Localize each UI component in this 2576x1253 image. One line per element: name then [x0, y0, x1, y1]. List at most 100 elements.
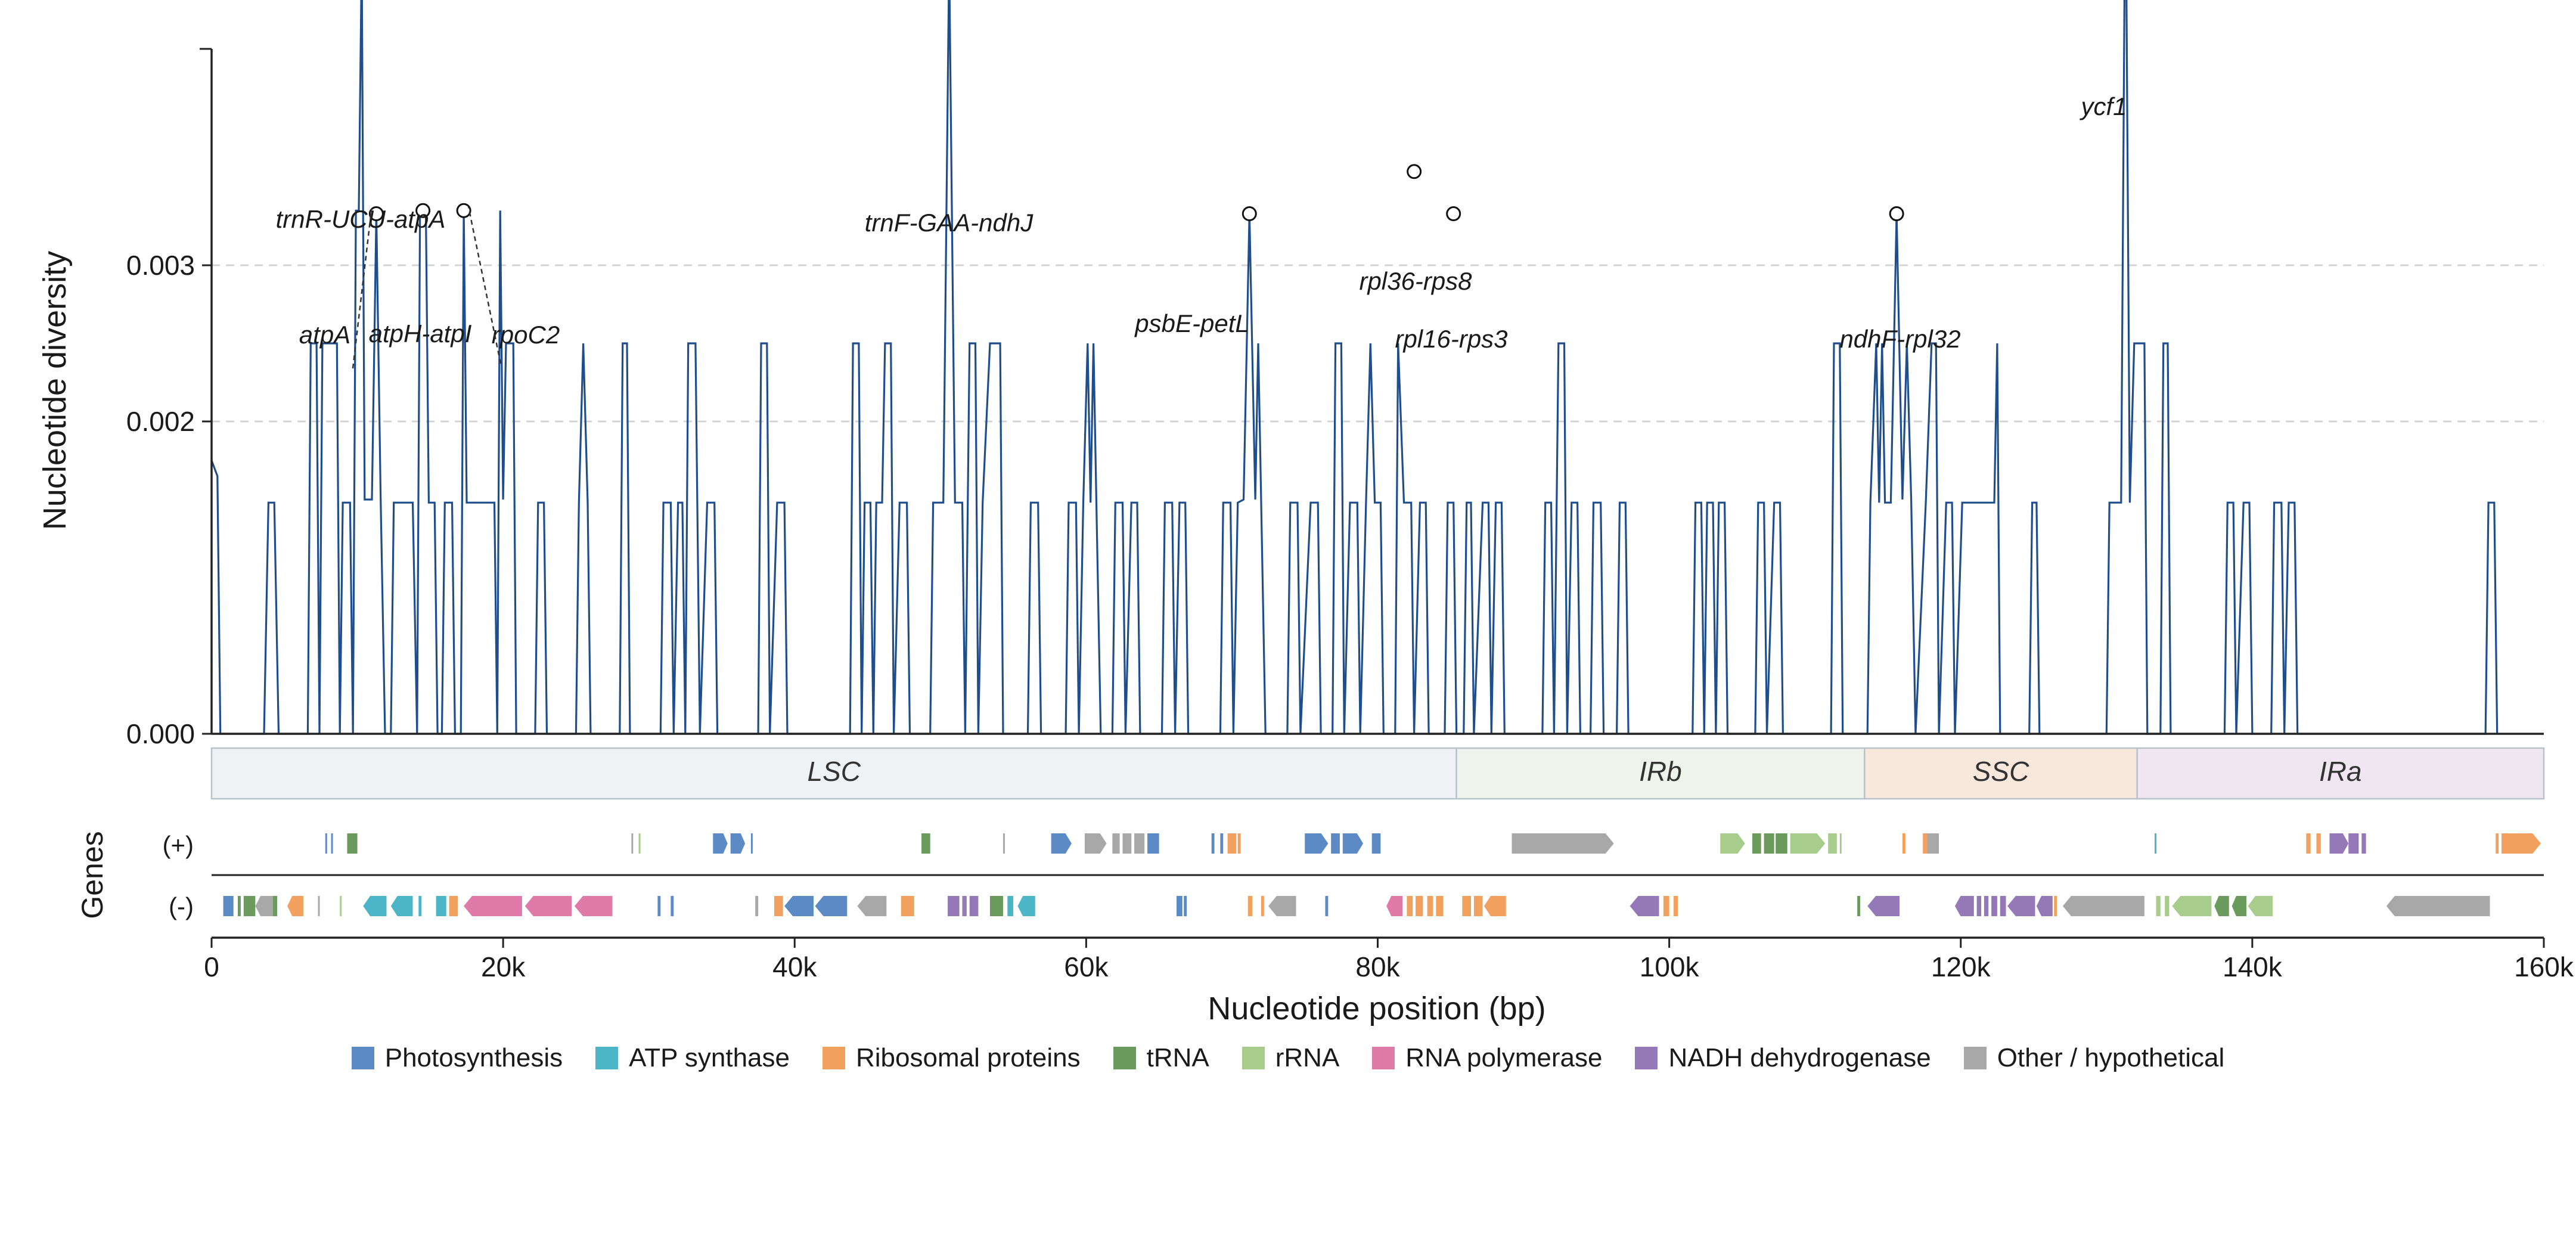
legend-item: rRNA	[1242, 1043, 1340, 1073]
gene-block	[2000, 896, 2006, 916]
gene-arrow	[1305, 833, 1329, 854]
legend-item: NADH dehydrogenase	[1635, 1043, 1931, 1073]
legend-item: Photosynthesis	[351, 1043, 563, 1073]
y-tick-label: 0.003	[126, 250, 195, 281]
gene-block	[1927, 833, 1939, 854]
gene-block	[1247, 896, 1253, 916]
gene-block	[2054, 896, 2057, 916]
peak-label: psbE-petL	[1134, 309, 1249, 337]
gene-arrow	[2214, 896, 2229, 916]
gene-block	[1839, 833, 1842, 854]
gene-block	[1237, 833, 1241, 854]
gridlines	[212, 264, 2544, 423]
legend-label: ATP synthase	[629, 1043, 790, 1072]
gene-arrow	[363, 896, 387, 916]
gene-block	[272, 896, 278, 916]
peak-markers	[368, 164, 1904, 222]
gene-arrow	[784, 896, 814, 916]
legend-swatch	[1635, 1047, 1658, 1069]
peak-label: rpl36-rps8	[1359, 267, 1472, 295]
gene-arrow	[2501, 833, 2541, 854]
gene-arrow	[2036, 896, 2053, 916]
gene-arrow	[2232, 896, 2247, 916]
gene-track: (+) (-)	[163, 831, 2544, 920]
legend: Photosynthesis ATP synthase Ribosomal prot…	[0, 1031, 2576, 1085]
region-label: IRb	[1639, 756, 1682, 787]
region-label: LSC	[808, 756, 861, 787]
gene-block	[1473, 896, 1483, 916]
genes-track-label: Genes	[76, 831, 109, 919]
peak-label: atpH-atpI	[369, 320, 472, 348]
gene-block	[2361, 833, 2366, 854]
x-tick-label: 80k	[1355, 951, 1400, 982]
x-tick-label: 160k	[2514, 951, 2574, 982]
legend-item: Ribosomal proteins	[822, 1043, 1081, 1073]
peak-label: rpl16-rps3	[1395, 325, 1507, 353]
peak-marker	[456, 203, 471, 218]
gene-block	[340, 896, 342, 916]
gene-block	[989, 896, 1003, 916]
x-tick-label: 100k	[1640, 951, 1700, 982]
region-box	[2136, 747, 2545, 800]
gene-block	[1857, 896, 1861, 916]
gene-arrow	[1051, 833, 1072, 854]
gene-block	[2155, 833, 2157, 854]
gene-block	[755, 896, 759, 916]
gene-arrow	[1268, 896, 1296, 916]
x-tick-label: 60k	[1064, 951, 1109, 982]
x-tick-label: 120k	[1931, 951, 1991, 982]
gene-block	[318, 896, 320, 916]
gene-block	[1828, 833, 1837, 854]
legend-label: rRNA	[1275, 1043, 1340, 1072]
gene-block	[631, 833, 634, 854]
gene-block	[1003, 833, 1005, 854]
gene-block	[1177, 896, 1183, 916]
y-axis-label: Nucleotide diversity	[37, 251, 73, 530]
legend-label: Ribosomal proteins	[855, 1043, 1081, 1072]
gene-block	[1673, 896, 1678, 916]
legend-item: Other / hypothetical	[1963, 1043, 2224, 1073]
peak-marker	[1446, 206, 1461, 222]
diversity-series-line	[210, 0, 2499, 735]
diversity-line	[210, 0, 2499, 735]
gene-arrow	[730, 833, 746, 854]
gene-block	[325, 833, 327, 854]
plus-strand-label: (+)	[163, 831, 194, 859]
legend-label: NADH dehydrogenase	[1668, 1043, 1931, 1072]
peak-marker	[415, 203, 431, 218]
gene-arrow	[1484, 896, 1506, 916]
x-tick-label: 140k	[2223, 951, 2283, 982]
y-tick-label: 0.002	[126, 406, 195, 437]
gene-arrow	[713, 833, 728, 854]
gene-block	[2306, 833, 2311, 854]
gene-block	[1325, 896, 1329, 916]
legend-label: RNA polymerase	[1405, 1043, 1603, 1072]
y-tick-label: 0.000	[126, 718, 195, 749]
gene-arrow	[2329, 833, 2349, 854]
x-tick-label: 0	[204, 951, 219, 982]
gene-arrow	[1790, 833, 1826, 854]
gene-arrow	[2386, 896, 2490, 916]
peak-marker	[1407, 164, 1422, 179]
gene-block	[1902, 833, 1905, 854]
gene-block	[1663, 896, 1669, 916]
region-box	[210, 747, 1457, 800]
peak-marker	[1889, 206, 1904, 222]
gene-block	[2165, 896, 2170, 916]
gene-block	[2156, 896, 2161, 916]
region-track: LSC IRb SSC IRa	[210, 747, 2545, 800]
gene-block	[1436, 896, 1444, 916]
gene-arrow	[2007, 896, 2035, 916]
gene-block	[1416, 896, 1423, 916]
legend-label: tRNA	[1146, 1043, 1209, 1072]
gene-block	[1427, 896, 1433, 916]
gene-arrow	[255, 896, 273, 916]
x-tick-label: 40k	[772, 951, 817, 982]
gene-block	[223, 896, 234, 916]
gene-arrow	[2248, 896, 2273, 916]
peak-annotations: trnR-UCU-atpA atpA atpH-atpI rpoC2 trnF-GAA-…	[276, 92, 2127, 369]
gene-block	[657, 896, 661, 916]
region-label: IRa	[2319, 756, 2362, 787]
gene-block	[962, 896, 967, 916]
